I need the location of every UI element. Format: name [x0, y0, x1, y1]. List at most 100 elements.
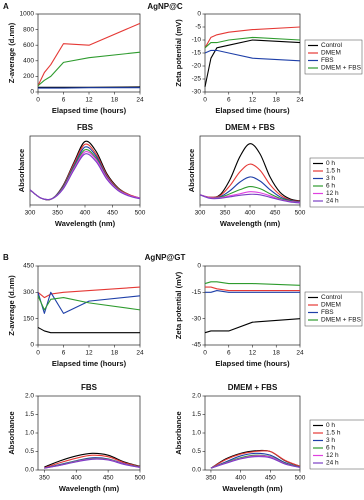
x-tick-label: 400: [80, 210, 91, 217]
x-tick-label: 500: [295, 475, 306, 482]
y-tick-label: 1.5: [192, 411, 201, 418]
legend-label: DMEM: [321, 302, 341, 309]
x-tick-label: 0: [203, 350, 207, 357]
x-tick-label: 12: [85, 97, 93, 104]
legend-label: 3 h: [326, 175, 335, 182]
legend-label: 6 h: [326, 445, 335, 452]
y-tick-label: 1000: [20, 11, 35, 18]
series-line: [44, 458, 141, 469]
y-axis-label: Zeta potential (mV): [174, 271, 183, 339]
series-line: [210, 450, 301, 469]
y-tick-label: -15: [192, 289, 202, 296]
x-tick-label: 12: [249, 350, 257, 357]
legend-label: 24 h: [326, 198, 339, 205]
x-axis-label: Elapsed time (hours): [52, 106, 127, 115]
x-tick-label: 450: [103, 475, 114, 482]
series-line: [199, 193, 301, 204]
x-tick-label: 0: [36, 97, 40, 104]
y-tick-label: 0.0: [192, 467, 201, 474]
y-axis-label: Z-average (d.nm): [7, 275, 16, 336]
y-tick-label: 2.0: [25, 393, 34, 400]
legend-label: DMEM: [321, 50, 341, 57]
x-tick-label: 300: [195, 210, 206, 217]
plot-frame: [37, 13, 141, 93]
legend-box: [309, 157, 364, 208]
x-tick-label: 450: [265, 475, 276, 482]
series-line: [199, 163, 301, 202]
plot-frame: [29, 135, 141, 206]
y-tick-label: -5: [195, 24, 201, 31]
x-tick-label: 18: [273, 97, 281, 104]
series-line: [204, 36, 301, 49]
y-tick-label: 0: [30, 89, 34, 96]
x-tick-label: 0: [203, 97, 207, 104]
x-tick-label: 350: [220, 210, 231, 217]
x-axis-label: Elapsed time (hours): [52, 359, 127, 368]
series-line: [37, 291, 141, 314]
series-line: [210, 456, 301, 469]
series-line: [37, 326, 140, 334]
legend-label: 12 h: [326, 190, 339, 197]
legend-label: DMEM + FBS: [321, 65, 362, 72]
y-tick-label: 1.0: [192, 430, 201, 437]
y-tick-label: -45: [192, 342, 202, 349]
series-line: [199, 143, 301, 202]
x-axis-label: Elapsed time (hours): [215, 359, 290, 368]
x-tick-label: 500: [135, 475, 146, 482]
x-tick-label: 12: [85, 350, 93, 357]
y-tick-label: 2.0: [192, 393, 201, 400]
y-tick-label: 0: [197, 11, 201, 18]
series-line: [210, 452, 301, 469]
legend-label: Control: [321, 294, 343, 301]
y-axis-label: Zeta potential (mV): [174, 19, 183, 87]
y-tick-label: 150: [23, 315, 34, 322]
series-line: [204, 318, 301, 334]
series-line: [37, 295, 141, 311]
legend-label: 0 h: [326, 422, 335, 429]
y-tick-label: 400: [23, 58, 34, 65]
y-tick-label: 300: [23, 289, 34, 296]
y-tick-label: -30: [192, 89, 202, 96]
series-line: [29, 153, 141, 201]
series-line: [204, 281, 301, 286]
y-tick-label: -10: [192, 37, 202, 44]
series-line: [44, 454, 141, 469]
x-tick-label: 400: [71, 475, 82, 482]
x-axis-label: Wavelength (nm): [222, 484, 283, 493]
plot-frame: [204, 395, 301, 471]
y-tick-label: -30: [192, 315, 202, 322]
x-tick-label: 450: [107, 210, 118, 217]
series-line: [204, 26, 301, 49]
legend-label: FBS: [321, 57, 334, 64]
x-tick-label: 6: [62, 97, 66, 104]
chart-title: DMEM + FBS: [228, 383, 278, 392]
chart-title: DMEM + FBS: [225, 123, 275, 132]
x-tick-label: 24: [296, 97, 304, 104]
y-tick-label: 0: [197, 263, 201, 270]
legend-label: Control: [321, 42, 343, 49]
x-tick-label: 24: [136, 350, 144, 357]
legend-label: FBS: [321, 309, 334, 316]
x-tick-label: 6: [227, 350, 231, 357]
y-tick-label: 0.0: [25, 467, 34, 474]
x-tick-label: 24: [136, 97, 144, 104]
chart-title: FBS: [77, 123, 94, 132]
x-tick-label: 500: [295, 210, 306, 217]
legend-label: DMEM + FBS: [321, 317, 362, 324]
legend-label: 12 h: [326, 452, 339, 459]
panel-label: B: [3, 253, 9, 262]
y-tick-label: 600: [23, 42, 34, 49]
legend-label: 1.5 h: [326, 430, 341, 437]
y-tick-label: 1.5: [25, 411, 34, 418]
series-line: [204, 49, 301, 62]
series-line: [37, 286, 141, 299]
x-tick-label: 12: [249, 97, 257, 104]
x-tick-label: 350: [206, 475, 217, 482]
x-tick-label: 18: [111, 350, 119, 357]
y-tick-label: 0: [30, 342, 34, 349]
y-axis-label: Absorbance: [17, 149, 26, 192]
x-tick-label: 0: [36, 350, 40, 357]
x-tick-label: 400: [245, 210, 256, 217]
panel-title: AgNP@C: [147, 2, 183, 11]
x-tick-label: 6: [227, 97, 231, 104]
